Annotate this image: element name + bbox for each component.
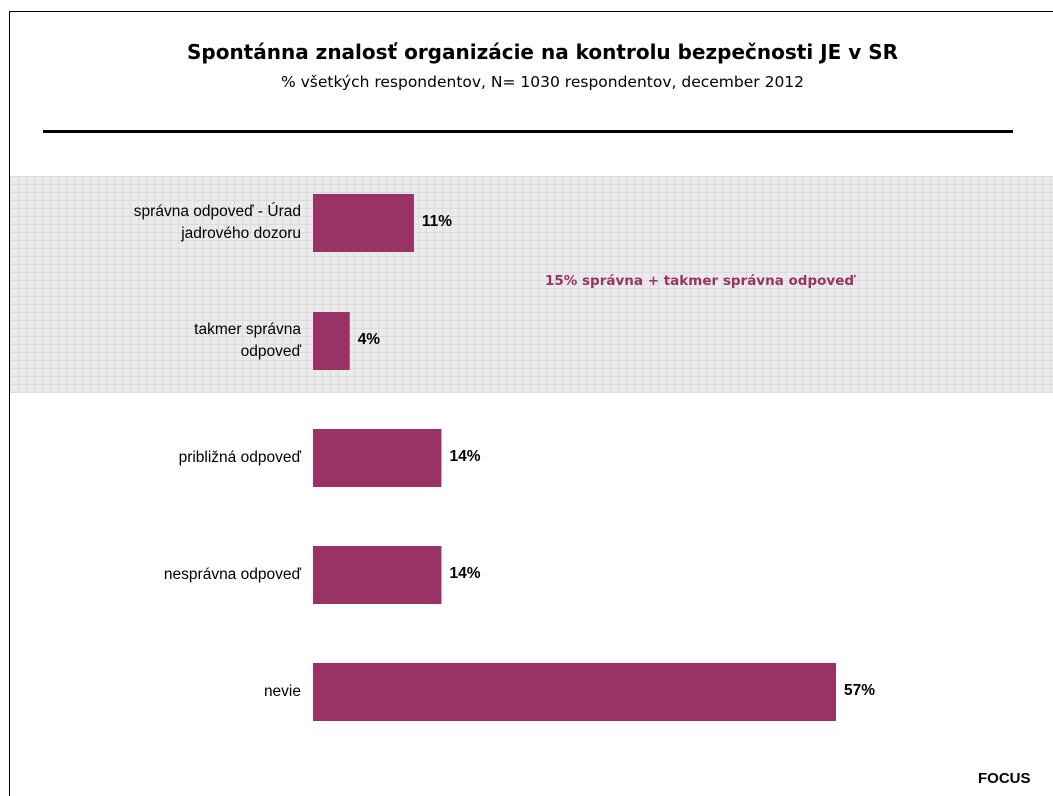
bar [313, 663, 836, 721]
bar-value-label: 14% [449, 565, 481, 582]
bar [313, 429, 442, 487]
frame-border-top [9, 11, 1053, 12]
bar [313, 312, 350, 370]
chart-title: Spontánna znalosť organizácie na kontrol… [186, 40, 899, 64]
bar-value-label: 14% [449, 448, 481, 465]
category-label: nevie [263, 683, 301, 700]
bar-value-label: 57% [844, 682, 876, 699]
highlight-annotation: 15% správna + takmer správna odpoveď [545, 273, 855, 289]
bar-value-label: 11% [421, 213, 453, 230]
chart-subtitle: % všetkých respondentov, N= 1030 respond… [280, 73, 805, 91]
bar [313, 546, 442, 604]
bar [313, 194, 414, 252]
bar-value-label: 4% [357, 331, 381, 348]
category-label: približná odpoveď [178, 449, 301, 466]
category-label: správna odpoveď - Úrad jadrového dozoru [133, 203, 301, 242]
footer-brand: FOCUS [978, 770, 1031, 787]
highlight-band [10, 176, 1053, 393]
frame-border-left [9, 11, 10, 796]
category-label: nesprávna odpoveď [163, 566, 301, 583]
title-divider [43, 130, 1013, 133]
category-label: takmer správna odpoveď [194, 321, 301, 360]
